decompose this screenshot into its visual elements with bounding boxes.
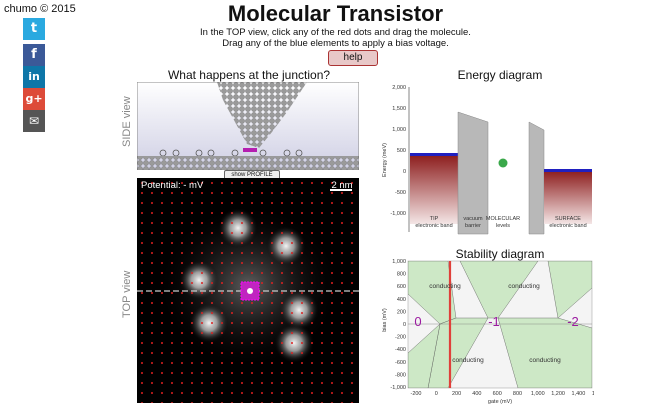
stability-xlabel: gate (mV): [488, 399, 512, 405]
tip-label-2: electronic band: [415, 223, 452, 229]
charge-state-label: 0: [414, 314, 421, 329]
tip-fermi-level[interactable]: [410, 153, 458, 156]
linkedin-icon: in: [28, 70, 40, 83]
molecular-label: MOLECULAR: [486, 216, 520, 222]
stability-ytick: 600: [397, 284, 406, 290]
stability-ytick: -200: [395, 335, 406, 341]
molecular-level: [498, 158, 508, 168]
facebook-share-button[interactable]: f: [23, 44, 45, 66]
energy-ytick: 500: [397, 148, 406, 154]
surface-atoms: [137, 156, 359, 170]
potential-readout: Potential: - mV: [141, 180, 204, 191]
junction-title: What happens at the junction?: [167, 68, 331, 82]
email-icon: ✉: [28, 114, 40, 128]
stability-xtick: 1,400: [572, 391, 586, 397]
stability-ytick: 1,000: [392, 259, 406, 265]
help-button[interactable]: help: [328, 50, 378, 66]
molecule-center: [247, 288, 253, 294]
surface-fermi-level[interactable]: [544, 169, 592, 172]
author-credit: chumo © 2015: [4, 3, 76, 15]
stability-ytick: 400: [397, 297, 406, 303]
energy-title: Energy diagram: [457, 68, 543, 82]
charge-state-label: -1: [488, 314, 500, 329]
molecular-label-2: levels: [496, 223, 510, 229]
stability-ytick: 800: [397, 272, 406, 278]
stability-diagram[interactable]: bias (mV) 1,0008006004002000-200-400-600…: [378, 258, 594, 405]
energy-ytick: 0: [403, 169, 406, 175]
stability-xtick: 1,200: [551, 391, 565, 397]
twitter-icon: t: [30, 21, 38, 36]
stability-ytick: -600: [395, 360, 406, 366]
stability-ytick: -1,000: [390, 385, 406, 391]
energy-diagram[interactable]: Energy (meV) 2,000 1,500 1,000 500 0 -50…: [378, 82, 594, 240]
side-view-label: SIDE view: [121, 96, 133, 147]
stability-xtick: 800: [513, 391, 522, 397]
stability-xtick: 1,000: [531, 391, 545, 397]
googleplus-share-button[interactable]: g+: [23, 88, 45, 110]
stability-ytick: 200: [397, 309, 406, 315]
conducting-label: conducting: [508, 283, 540, 290]
surface-band: [544, 170, 592, 224]
barrier-label: vacuum: [463, 216, 483, 222]
vacuum-barrier-left: [457, 111, 489, 235]
surface-label-2: electronic band: [549, 223, 586, 229]
side-view[interactable]: [137, 82, 359, 170]
top-view-label: TOP view: [121, 270, 133, 318]
tip-label: TIP: [430, 216, 439, 222]
top-view[interactable]: [137, 178, 359, 403]
tip-band: [410, 154, 458, 224]
stability-ytick: -800: [395, 372, 406, 378]
molecule-side: [243, 148, 257, 152]
energy-ytick: 2,000: [392, 85, 406, 91]
charge-state-label: -2: [567, 314, 579, 329]
vacuum-barrier-right: [528, 121, 545, 235]
scale-bar-label: 2 nm: [331, 180, 353, 191]
twitter-share-button[interactable]: t: [23, 18, 45, 40]
energy-ytick: 1,000: [392, 127, 406, 133]
conducting-regions: [408, 261, 592, 388]
linkedin-share-button[interactable]: in: [23, 66, 45, 88]
stability-ylabel: bias (mV): [382, 308, 388, 332]
instruction-line-1: In the TOP view, click any of the red do…: [200, 27, 471, 38]
stability-title: Stability diagram: [455, 247, 545, 261]
stability-ytick: -400: [395, 347, 406, 353]
stability-xtick: 1,600: [592, 391, 594, 397]
stability-xtick: -200: [410, 391, 421, 397]
energy-ytick: -1,000: [390, 211, 406, 217]
conducting-label: conducting: [429, 283, 461, 290]
facebook-icon: f: [31, 47, 37, 62]
instruction-line-2: Drag any of the blue elements to apply a…: [222, 38, 449, 49]
energy-ytick: -500: [395, 190, 406, 196]
energy-ylabel: Energy (meV): [382, 143, 388, 177]
stability-xtick: 0: [435, 391, 438, 397]
stability-xtick: 400: [472, 391, 481, 397]
stability-ytick: 0: [403, 322, 406, 328]
page-title: Molecular Transistor: [227, 1, 444, 26]
conducting-label: conducting: [452, 357, 484, 364]
stm-tip: [217, 82, 307, 148]
surface-label: SURFACE: [555, 216, 581, 222]
conducting-label: conducting: [529, 357, 561, 364]
barrier-label-2: barrier: [465, 223, 481, 229]
email-share-button[interactable]: ✉: [23, 110, 45, 132]
googleplus-icon: g+: [25, 92, 43, 105]
energy-ytick: 1,500: [392, 106, 406, 112]
stability-xtick: 600: [493, 391, 502, 397]
stability-xtick: 200: [452, 391, 461, 397]
